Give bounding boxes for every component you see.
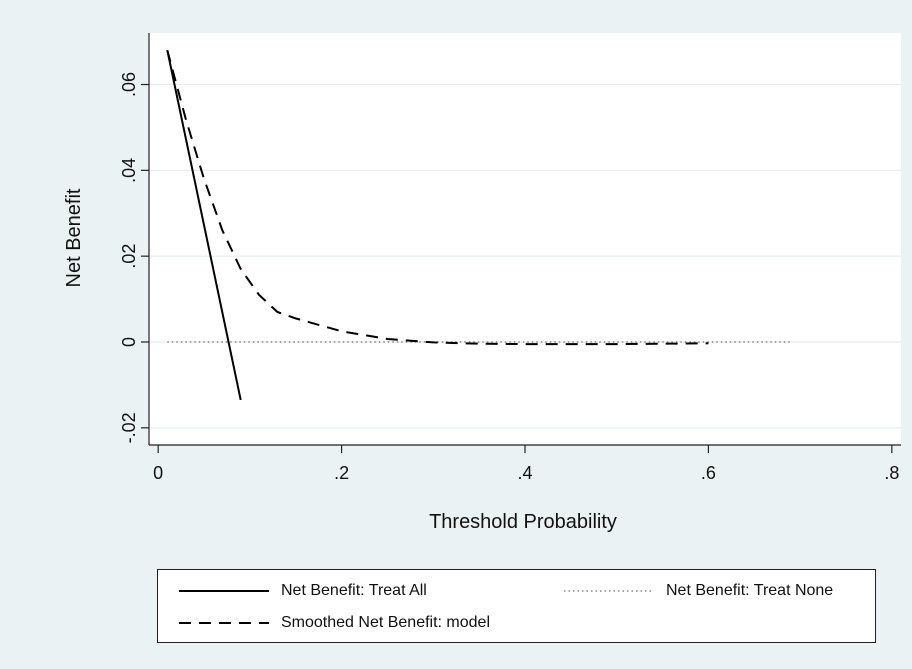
y-tick-label: .04: [119, 158, 139, 183]
plot-area: [149, 33, 901, 445]
x-axis-title: Threshold Probability: [429, 511, 617, 533]
legend-swatch-dashed: [179, 622, 269, 624]
y-tick-label: .02: [119, 244, 139, 269]
legend-label-treat-none: Net Benefit: Treat None: [666, 582, 834, 599]
x-tick-label: .6: [701, 463, 716, 483]
series-line-solid: [166, 49, 242, 401]
legend-item-smoothed-model: Smoothed Net Benefit: model: [179, 612, 490, 634]
y-axis-title: Net Benefit: [63, 188, 85, 287]
legend-label-smoothed-model: Smoothed Net Benefit: model: [281, 614, 491, 631]
x-tick-label: .4: [517, 463, 532, 483]
y-tick-label: .06: [119, 72, 139, 97]
y-ticks: -.02 0 .02 .04 .06: [119, 72, 149, 443]
legend-item-treat-none: Net Benefit: Treat None: [564, 580, 833, 602]
legend-swatch-solid: [179, 590, 269, 592]
legend-swatch-dotted: [564, 590, 654, 592]
series-lines: [166, 49, 791, 401]
series-line-dashed: [166, 49, 709, 346]
x-tick-label: .8: [884, 463, 899, 483]
gridlines: [149, 83, 901, 429]
y-tick-label: 0: [119, 337, 139, 347]
legend-label-treat-all: Net Benefit: Treat All: [281, 582, 427, 599]
x-tick-label: .2: [334, 463, 349, 483]
x-tick-label: 0: [153, 463, 163, 483]
y-tick-label: -.02: [119, 412, 139, 443]
legend: Net Benefit: Treat All Net Benefit: Trea…: [157, 569, 876, 643]
legend-item-treat-all: Net Benefit: Treat All: [179, 580, 427, 602]
x-ticks: 0 .2 .4 .6 .8: [153, 445, 899, 483]
